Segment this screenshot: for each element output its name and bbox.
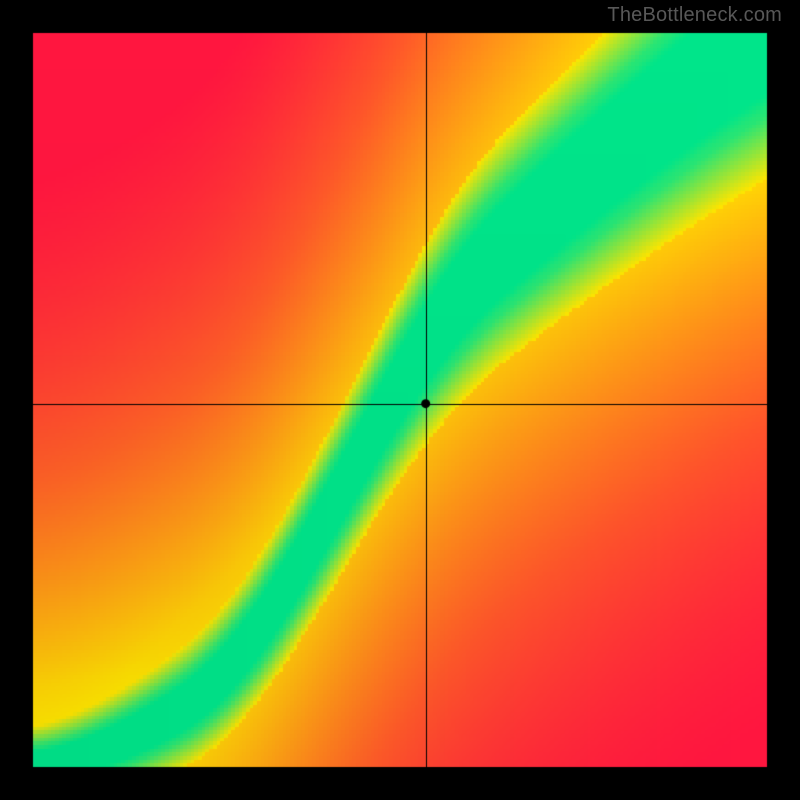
chart-frame: TheBottleneck.com xyxy=(0,0,800,800)
bottleneck-heatmap-canvas xyxy=(0,0,800,800)
watermark-text: TheBottleneck.com xyxy=(607,4,782,27)
